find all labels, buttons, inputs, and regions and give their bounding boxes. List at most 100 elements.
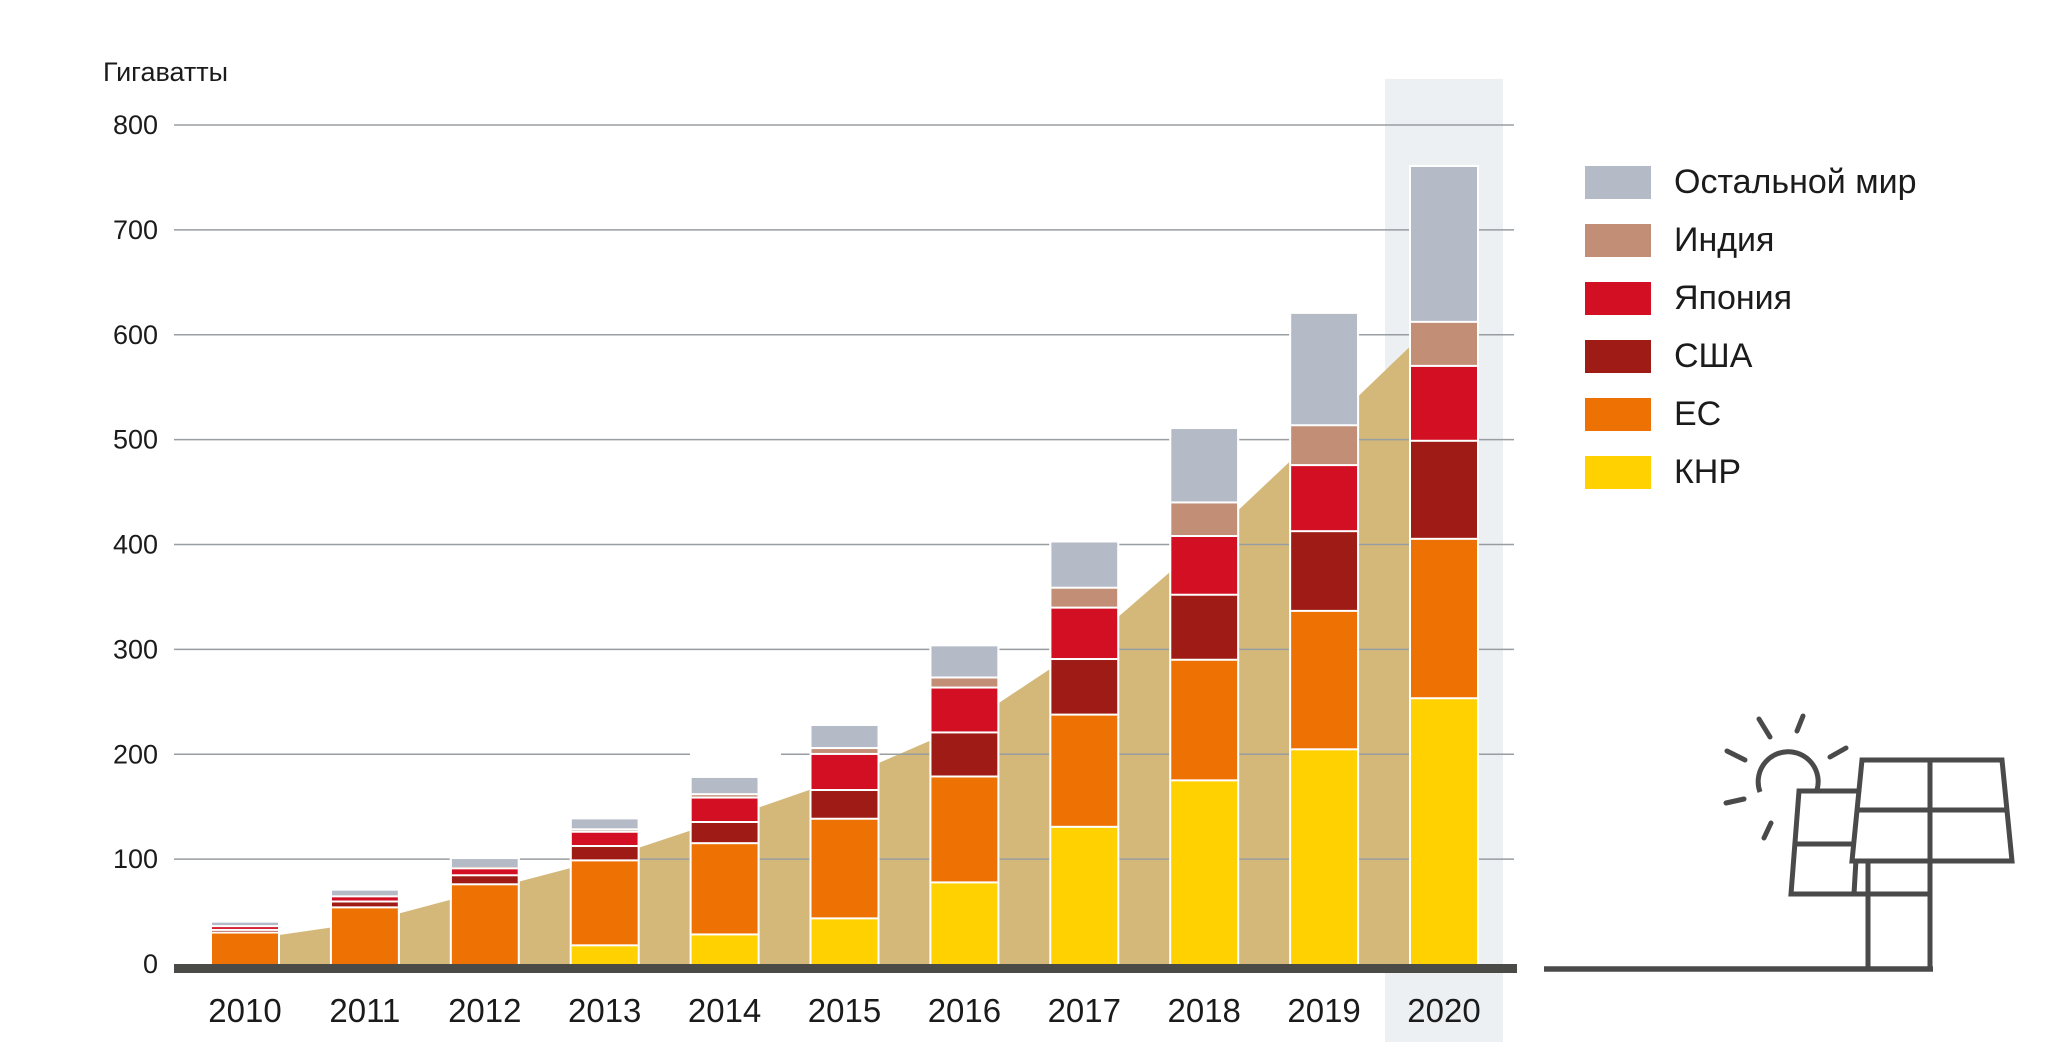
bar-separator xyxy=(1411,439,1477,442)
bar-segment-2014-Япония xyxy=(691,797,758,822)
bar-outline xyxy=(809,723,812,964)
legend-item-Остальной мир: Остальной мир xyxy=(1585,163,1917,201)
legend-label: Япония xyxy=(1674,279,1793,317)
bar-outline xyxy=(757,775,760,964)
bar-segment-2020-ЕС xyxy=(1411,538,1477,699)
bar-segment-2012-Остальной мир xyxy=(451,859,518,868)
bar-outline xyxy=(1357,311,1360,964)
bar-segment-2020-КНР xyxy=(1411,698,1477,964)
bar-segment-2020-Индия xyxy=(1411,321,1477,366)
bar-segment-2014-США xyxy=(691,821,758,844)
bar-separator xyxy=(331,906,398,909)
bar-separator xyxy=(451,874,518,877)
bar-outline xyxy=(329,888,332,964)
bar-segment-2012-Япония xyxy=(451,868,518,876)
bar-separator xyxy=(931,775,998,778)
large-solar-panel-grid xyxy=(1857,760,2007,861)
legend-swatch-icon xyxy=(1585,456,1651,489)
bar-segment-2016-Остальной мир xyxy=(931,646,998,678)
legend-swatch-icon xyxy=(1585,398,1651,431)
bar-separator xyxy=(1291,464,1358,467)
legend-item-США: США xyxy=(1585,337,1917,375)
y-tick-label-700: 700 xyxy=(113,215,158,245)
bar-separator xyxy=(571,828,638,831)
legend-label: КНР xyxy=(1674,453,1742,491)
bar-segment-2011-Япония xyxy=(331,896,398,902)
bar-separator xyxy=(691,820,758,823)
bar-segment-2012-США xyxy=(451,875,518,885)
legend-label: Остальной мир xyxy=(1674,163,1917,201)
bar-segment-2018-Япония xyxy=(1171,536,1238,595)
x-tick-label-2018: 2018 xyxy=(1167,992,1240,1029)
bar-separator xyxy=(212,928,278,931)
bar-separator xyxy=(451,867,518,870)
bar-segment-2018-США xyxy=(1171,594,1238,660)
bar-segment-2017-США xyxy=(1051,659,1118,715)
bar-segment-2017-ЕС xyxy=(1051,714,1118,827)
bar-segment-2019-США xyxy=(1291,531,1358,611)
bar-separator xyxy=(1411,537,1477,540)
bar-outline xyxy=(1409,164,1411,964)
bar-separator xyxy=(212,925,278,928)
bar-outline xyxy=(397,888,400,964)
bar-segment-2012-ЕС xyxy=(451,884,518,964)
bar-separator xyxy=(1171,658,1238,661)
y-tick-label-300: 300 xyxy=(113,634,158,664)
bar-segment-2020-Япония xyxy=(1411,365,1477,441)
bar-outline xyxy=(689,775,760,778)
bar-segment-2013-КНР xyxy=(571,945,638,964)
bar-outline xyxy=(929,644,1000,647)
bar-separator xyxy=(1291,748,1358,751)
bar-separator xyxy=(1171,779,1238,782)
bar-segment-2019-КНР xyxy=(1291,749,1358,964)
bar-separator xyxy=(1291,530,1358,533)
x-tick-label-2012: 2012 xyxy=(448,992,521,1029)
y-tick-label-0: 0 xyxy=(143,949,158,979)
y-axis-title: Гигаватты xyxy=(103,57,228,87)
bar-segment-2015-ЕС xyxy=(811,818,878,919)
y-tick-label-400: 400 xyxy=(113,530,158,560)
y-tick-label-100: 100 xyxy=(113,844,158,874)
bar-segment-2013-Индия xyxy=(571,829,638,832)
x-tick-label-2010: 2010 xyxy=(208,992,281,1029)
legend-item-КНР: КНР xyxy=(1585,453,1917,491)
bar-segment-2010-США xyxy=(212,929,278,933)
bar-outline xyxy=(1289,311,1292,964)
bar-outline xyxy=(210,920,212,964)
bar-outline xyxy=(809,723,880,726)
y-tick-label-200: 200 xyxy=(113,739,158,769)
bar-separator xyxy=(1171,593,1238,596)
x-tick-label-2014: 2014 xyxy=(688,992,761,1029)
bar-outline xyxy=(569,817,572,964)
x-tick-label-2013: 2013 xyxy=(568,992,641,1029)
bar-segment-2017-КНР xyxy=(1051,826,1118,964)
bar-outline xyxy=(278,920,280,964)
bar-separator xyxy=(811,917,878,920)
x-tick-label-2011: 2011 xyxy=(329,992,400,1029)
bar-segment-2015-Япония xyxy=(811,753,878,791)
bar-separator xyxy=(451,883,518,886)
bar-separator xyxy=(571,830,638,833)
bar-segment-2013-ЕС xyxy=(571,860,638,946)
bar-outline xyxy=(997,644,1000,964)
bar-outline xyxy=(210,920,280,923)
y-tick-label-500: 500 xyxy=(113,425,158,455)
bar-outline xyxy=(929,644,932,964)
bar-outline xyxy=(517,857,520,964)
bar-separator xyxy=(1411,364,1477,367)
bar-segment-2019-Остальной мир xyxy=(1291,313,1358,426)
x-tick-label-2017: 2017 xyxy=(1048,992,1121,1029)
bar-separator xyxy=(691,842,758,845)
bar-outline xyxy=(877,723,880,964)
bar-outline xyxy=(449,857,520,860)
legend-label: США xyxy=(1674,337,1753,375)
bar-segment-2020-США xyxy=(1411,440,1477,539)
bar-segment-2018-КНР xyxy=(1171,780,1238,964)
bar-segment-2010-Остальной мир xyxy=(212,922,278,927)
x-tick-label-2020: 2020 xyxy=(1407,992,1480,1029)
bar-segment-2013-Остальной мир xyxy=(571,819,638,830)
legend-swatch-icon xyxy=(1585,282,1651,315)
trend-area xyxy=(212,282,1477,964)
bar-outline xyxy=(1409,164,1479,167)
